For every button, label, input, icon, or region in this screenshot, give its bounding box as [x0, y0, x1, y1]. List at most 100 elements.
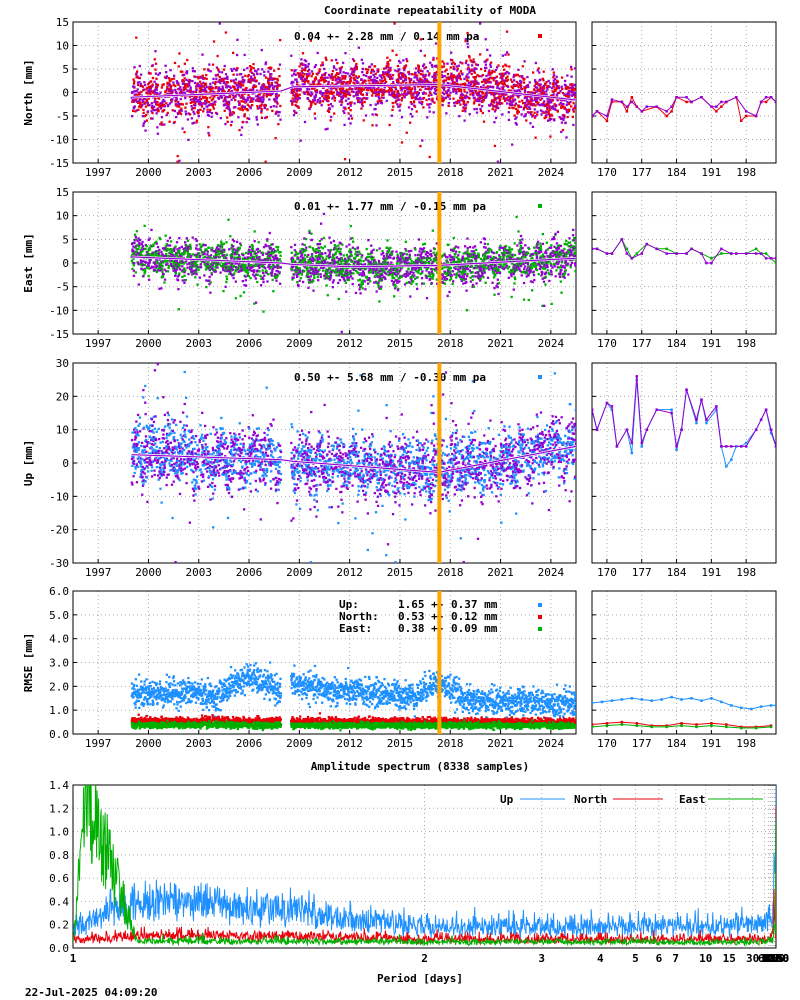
data-point [220, 240, 223, 243]
data-point [184, 278, 187, 282]
data-point [246, 271, 250, 274]
data-point [513, 114, 516, 117]
data-point [323, 67, 326, 71]
data-point [237, 266, 240, 269]
data-point [407, 70, 410, 74]
data-point [389, 77, 392, 81]
data-point [361, 93, 365, 96]
data-point [177, 82, 180, 85]
data-point [522, 101, 525, 105]
recent-point [685, 96, 688, 99]
data-point [399, 103, 402, 106]
data-point [323, 274, 326, 277]
y-tick-label: -5 [56, 110, 69, 123]
data-point [166, 259, 169, 263]
data-point [370, 88, 374, 92]
data-point [218, 256, 222, 259]
data-point [338, 91, 341, 94]
data-point [172, 254, 175, 257]
data-point [224, 268, 228, 271]
data-point [458, 115, 461, 118]
data-point [400, 87, 403, 90]
data-point [189, 86, 192, 89]
data-point [502, 97, 505, 100]
data-point [188, 253, 191, 256]
data-point [417, 85, 420, 88]
data-point [398, 68, 401, 71]
data-point [215, 86, 218, 89]
data-point [453, 101, 456, 105]
data-point [305, 268, 309, 271]
data-point [309, 245, 312, 249]
data-point [275, 92, 278, 96]
data-point [225, 275, 228, 278]
data-point [384, 71, 387, 74]
data-point [173, 61, 177, 65]
data-point [301, 63, 304, 67]
data-point [256, 123, 259, 126]
data-point [276, 95, 279, 98]
data-point [179, 252, 183, 256]
data-point [273, 256, 276, 259]
data-point [531, 91, 534, 95]
y-tick-label: -15 [49, 157, 69, 170]
data-point [220, 88, 223, 91]
data-point [180, 89, 183, 93]
x-tick-label: 2024 [538, 337, 565, 350]
data-point [271, 78, 274, 82]
data-point [276, 274, 279, 277]
data-point [292, 276, 295, 279]
data-point [408, 85, 411, 89]
data-point [179, 85, 182, 89]
data-point [268, 98, 271, 101]
data-point [413, 91, 417, 94]
data-point [190, 100, 194, 104]
data-point [435, 85, 438, 89]
data-point [319, 275, 322, 279]
data-point [511, 103, 514, 106]
data-point [138, 81, 141, 84]
data-point [130, 114, 134, 118]
data-point [192, 121, 196, 125]
data-point [245, 100, 248, 103]
data-point [312, 270, 315, 274]
data-point [510, 100, 513, 104]
data-point [297, 256, 300, 260]
data-point [236, 73, 239, 76]
data-point [317, 83, 320, 87]
data-point [271, 271, 274, 274]
data-point [568, 102, 571, 106]
data-point [517, 68, 520, 72]
data-point [318, 68, 321, 71]
data-point [413, 73, 416, 76]
data-point [303, 237, 306, 240]
data-point [511, 100, 515, 103]
data-point [385, 99, 388, 103]
data-point [295, 270, 298, 274]
data-point [385, 72, 388, 76]
data-point [243, 53, 246, 57]
data-point [144, 261, 148, 264]
data-point [429, 91, 432, 95]
data-point [207, 114, 211, 117]
data-point [414, 67, 418, 70]
data-point [142, 111, 145, 114]
data-point [132, 269, 135, 272]
data-point [355, 80, 359, 83]
data-point [188, 84, 191, 87]
data-point [452, 90, 455, 93]
data-point [499, 95, 502, 98]
data-point [170, 100, 173, 104]
data-point [303, 92, 306, 95]
data-point [209, 291, 212, 294]
data-point [141, 240, 144, 244]
data-point [152, 265, 155, 269]
data-point [565, 87, 568, 90]
data-point [215, 66, 219, 69]
data-point [377, 90, 381, 93]
data-point [163, 278, 167, 281]
data-point [214, 80, 217, 84]
data-point [466, 31, 469, 35]
data-point [189, 79, 192, 82]
data-point [419, 101, 422, 104]
